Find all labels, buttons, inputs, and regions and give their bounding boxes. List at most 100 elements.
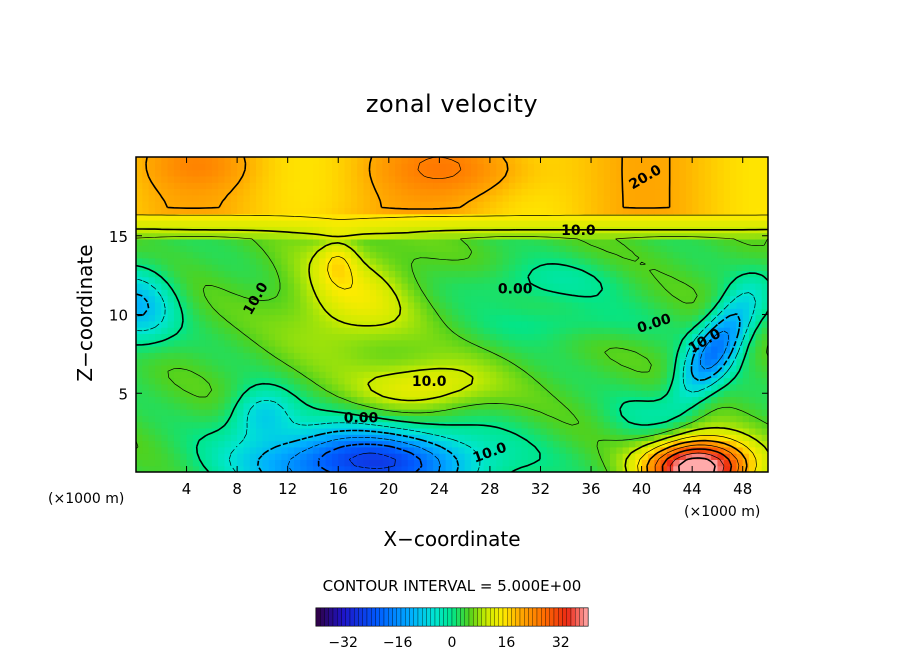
field-cell [249,251,257,259]
field-cell [698,283,706,290]
field-cell [426,283,434,290]
field-cell [357,232,365,240]
field-cell [452,188,459,196]
field-cell [641,453,649,460]
field-cell [218,245,226,253]
field-cell [654,157,662,164]
field-cell [136,188,143,196]
field-cell [515,201,523,208]
field-cell [312,175,320,183]
field-cell [559,440,567,448]
field-cell [287,465,295,472]
field-cell [420,333,428,341]
field-cell [300,207,308,215]
field-cell [458,232,466,240]
field-cell [262,314,270,322]
field-cell [711,157,719,164]
field-cell [559,453,567,460]
field-cell [363,396,371,404]
field-cell [312,295,320,303]
field-cell [186,440,194,448]
field-cell [173,188,181,196]
field-cell [306,295,314,303]
field-cell [357,465,365,472]
field-cell [338,175,346,183]
field-cell [180,415,188,423]
field-cell [142,390,150,397]
field-cell [325,409,333,416]
field-cell [287,245,295,253]
field-cell [344,402,352,410]
field-cell [148,238,156,246]
field-cell [306,352,314,360]
field-cell [660,333,668,341]
field-cell [565,352,573,360]
field-cell [452,427,459,435]
field-cell [325,220,333,227]
field-cell [414,238,421,246]
field-cell [357,402,365,410]
field-cell [452,175,459,183]
field-cell [426,295,434,303]
field-cell [319,220,327,227]
field-cell [521,163,529,171]
field-cell [224,232,232,240]
field-cell [306,396,314,404]
field-cell [433,251,440,259]
field-cell [325,434,333,442]
field-cell [477,377,485,385]
field-cell [192,327,200,334]
field-cell [578,289,586,297]
field-cell [628,220,636,227]
field-cell [439,308,447,316]
field-cell [572,446,579,454]
field-cell [698,358,706,366]
field-cell [711,283,719,290]
field-cell [205,295,213,303]
field-cell [540,421,548,429]
field-cell [723,238,731,246]
field-cell [300,238,308,246]
field-cell [736,434,744,442]
field-cell [433,226,440,234]
field-cell [439,251,447,259]
field-cell [350,358,358,366]
field-cell [572,175,579,183]
field-cell [477,257,485,265]
field-cell [445,182,453,190]
field-cell [578,434,586,442]
field-cell [350,226,358,234]
field-cell [603,440,611,448]
field-cell [654,301,662,309]
field-cell [692,396,700,404]
field-cell [433,194,440,202]
field-cell [736,182,744,190]
field-cell [508,314,516,322]
field-cell [584,383,592,391]
field-cell [211,308,219,316]
field-cell [312,358,320,366]
field-cell [673,396,681,404]
field-cell [483,220,491,227]
field-cell [483,175,491,183]
field-cell [635,320,643,328]
field-cell [565,333,573,341]
field-cell [199,352,207,360]
field-cell [692,364,700,372]
field-cell [635,283,643,290]
field-cell [357,175,365,183]
field-cell [477,465,485,472]
field-cell [647,163,655,171]
field-cell [540,339,548,347]
field-cell [180,238,188,246]
field-cell [173,220,181,227]
field-cell [294,446,301,454]
field-cell [635,194,643,202]
field-cell [376,264,384,271]
field-cell [211,421,219,429]
field-cell [338,188,346,196]
field-cell [736,314,744,322]
field-cell [698,371,706,379]
field-cell [376,157,384,164]
field-cell [489,465,497,472]
